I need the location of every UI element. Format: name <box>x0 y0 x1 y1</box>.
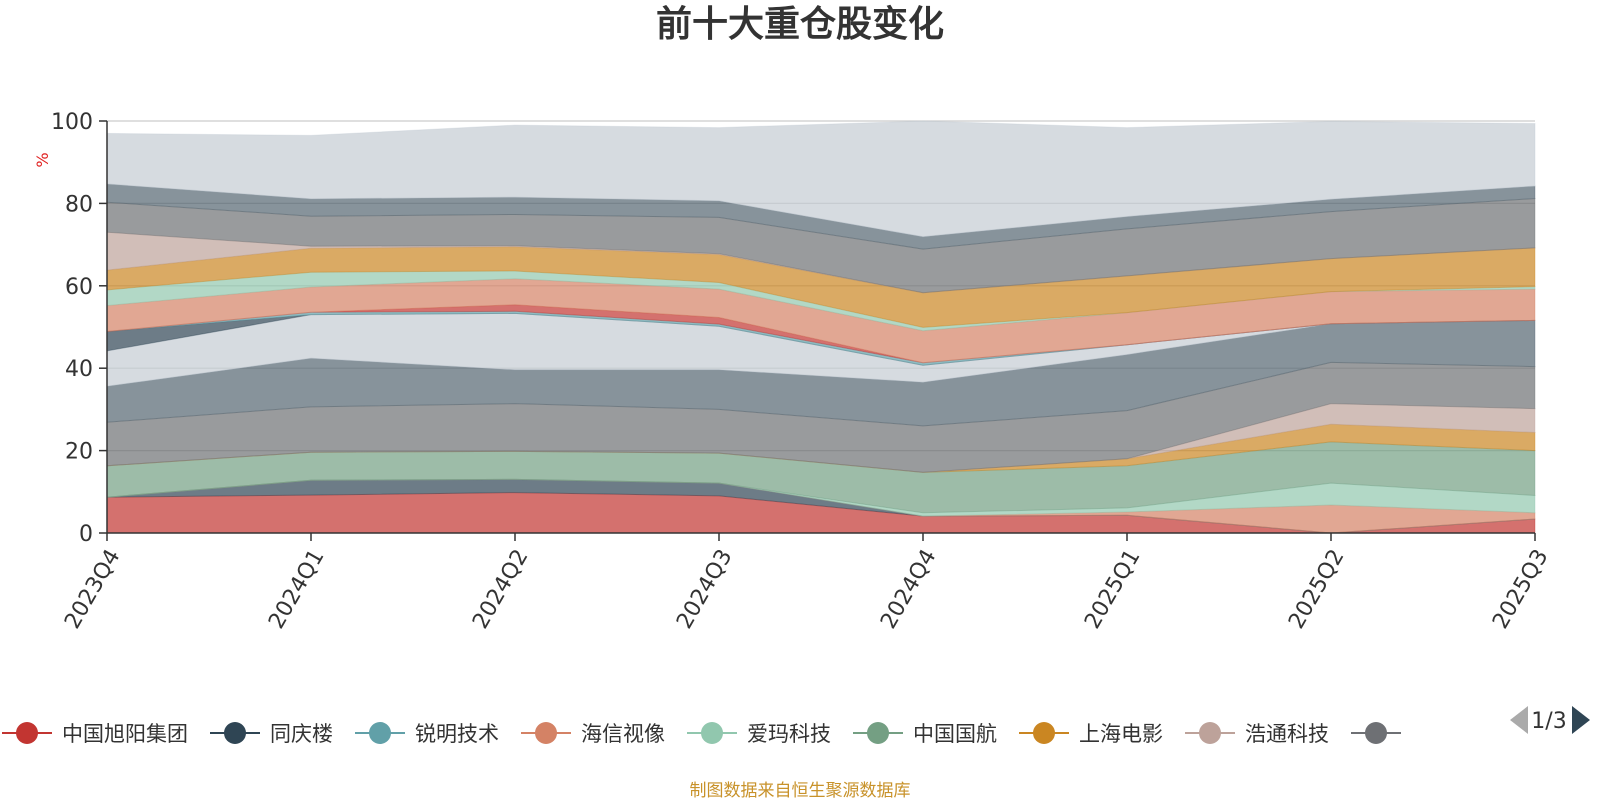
area-series-19 <box>106 183 1536 250</box>
y-tick-label: 100 <box>51 110 93 135</box>
y-tick-label: 40 <box>65 357 93 382</box>
legend-item[interactable]: 浩通科技 <box>1185 722 1329 746</box>
legend-marker <box>1199 722 1221 744</box>
legend-page-indicator: 1/3 <box>1531 709 1566 734</box>
legend-marker <box>16 722 38 744</box>
legend[interactable]: 中国旭阳集团 同庆楼 锐明技术 海信视像 爱玛科技 中国国航 上海电影 浩通科技 <box>2 722 1401 746</box>
legend-item[interactable]: 海信视像 <box>521 722 665 746</box>
chart-title: 前十大重仓股变化 <box>656 3 944 45</box>
legend-label: 上海电影 <box>1079 722 1163 746</box>
x-tick-label: 2023Q4 <box>60 545 125 633</box>
legend-item[interactable]: 锐明技术 <box>355 722 499 746</box>
legend-item[interactable]: 中国国航 <box>853 722 997 746</box>
legend-marker <box>701 722 723 744</box>
legend-label: 爱玛科技 <box>747 722 831 746</box>
legend-marker <box>535 722 557 744</box>
legend-item[interactable]: 同庆楼 <box>210 722 333 746</box>
x-tick-label: 2025Q2 <box>1284 545 1349 633</box>
legend-pager[interactable]: 1/3 <box>1510 706 1590 734</box>
legend-marker <box>224 722 246 744</box>
legend-marker <box>1365 722 1387 744</box>
legend-next-icon[interactable] <box>1572 706 1590 734</box>
legend-item[interactable]: 上海电影 <box>1019 722 1163 746</box>
legend-item[interactable] <box>1351 722 1401 744</box>
x-tick-label: 2024Q4 <box>876 545 941 633</box>
legend-item[interactable]: 爱玛科技 <box>687 722 831 746</box>
legend-item[interactable]: 中国旭阳集团 <box>2 722 188 746</box>
legend-label: 中国旭阳集团 <box>62 722 188 746</box>
x-tick-label: 2024Q3 <box>672 545 737 633</box>
legend-label: 锐明技术 <box>415 722 499 746</box>
data-source-note: 制图数据来自恒生聚源数据库 <box>690 781 911 800</box>
y-tick-label: 80 <box>65 192 93 217</box>
legend-marker <box>369 722 391 744</box>
legend-marker <box>867 722 889 744</box>
x-tick-label: 2024Q1 <box>264 545 329 633</box>
area-series-8 <box>106 361 1536 473</box>
area-series-20 <box>106 120 1536 238</box>
y-tick-label: 20 <box>65 440 93 465</box>
legend-label: 中国国航 <box>913 722 997 746</box>
y-axis-unit-label: % <box>33 152 52 167</box>
x-tick-label: 2024Q2 <box>468 545 533 633</box>
y-tick-label: 60 <box>65 275 93 300</box>
legend-marker <box>1033 722 1055 744</box>
y-tick-label: 0 <box>79 522 93 547</box>
legend-label: 浩通科技 <box>1245 722 1329 746</box>
area-series-18 <box>106 197 1536 294</box>
x-tick-label: 2025Q3 <box>1488 545 1553 633</box>
x-tick-label: 2025Q1 <box>1080 545 1145 633</box>
legend-label: 同庆楼 <box>270 722 333 746</box>
legend-prev-icon[interactable] <box>1510 706 1528 734</box>
area-series <box>106 120 1536 534</box>
legend-label: 海信视像 <box>581 722 665 746</box>
